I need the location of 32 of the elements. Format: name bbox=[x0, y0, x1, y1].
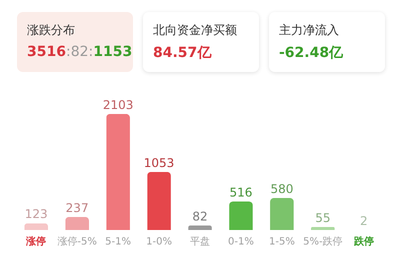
x-tick-label: 涨停 bbox=[25, 236, 46, 248]
bar bbox=[106, 114, 130, 230]
x-tick-label: 1-5% bbox=[268, 236, 295, 248]
bar bbox=[147, 172, 171, 230]
text: 涨跌分布 bbox=[27, 22, 76, 39]
text: 3516:82:1153 bbox=[27, 44, 132, 60]
data-label: 1053 bbox=[144, 156, 174, 170]
bar bbox=[270, 198, 294, 230]
data-label: 123 bbox=[24, 207, 48, 222]
bar bbox=[65, 216, 89, 230]
data-label: 2103 bbox=[102, 98, 134, 112]
x-tick-label: 涨停-5% bbox=[57, 236, 97, 248]
data-label: 237 bbox=[66, 200, 89, 215]
bar bbox=[188, 225, 212, 230]
x-tick-label: 跌停 bbox=[352, 236, 374, 248]
x-tick-label: 5-1% bbox=[105, 236, 132, 248]
text: 84.57亿 bbox=[153, 44, 212, 62]
bar bbox=[229, 202, 253, 230]
text: 主力净流入 bbox=[279, 22, 340, 39]
data-label: 82 bbox=[192, 209, 208, 224]
bar bbox=[24, 223, 48, 230]
text: 北向资金净买额 bbox=[153, 22, 238, 39]
data-label: 580 bbox=[270, 182, 294, 196]
x-tick-label: 平盘 bbox=[190, 236, 210, 248]
data-label: 2 bbox=[360, 214, 368, 228]
x-tick-label: 0-1% bbox=[228, 236, 254, 248]
text: -62.48亿 bbox=[279, 44, 344, 62]
bar bbox=[311, 226, 335, 230]
data-label: 55 bbox=[315, 210, 331, 225]
x-tick-label: 5%-跌停 bbox=[303, 236, 343, 248]
data-label: 516 bbox=[230, 186, 252, 200]
x-tick-label: 1-0% bbox=[146, 236, 172, 248]
